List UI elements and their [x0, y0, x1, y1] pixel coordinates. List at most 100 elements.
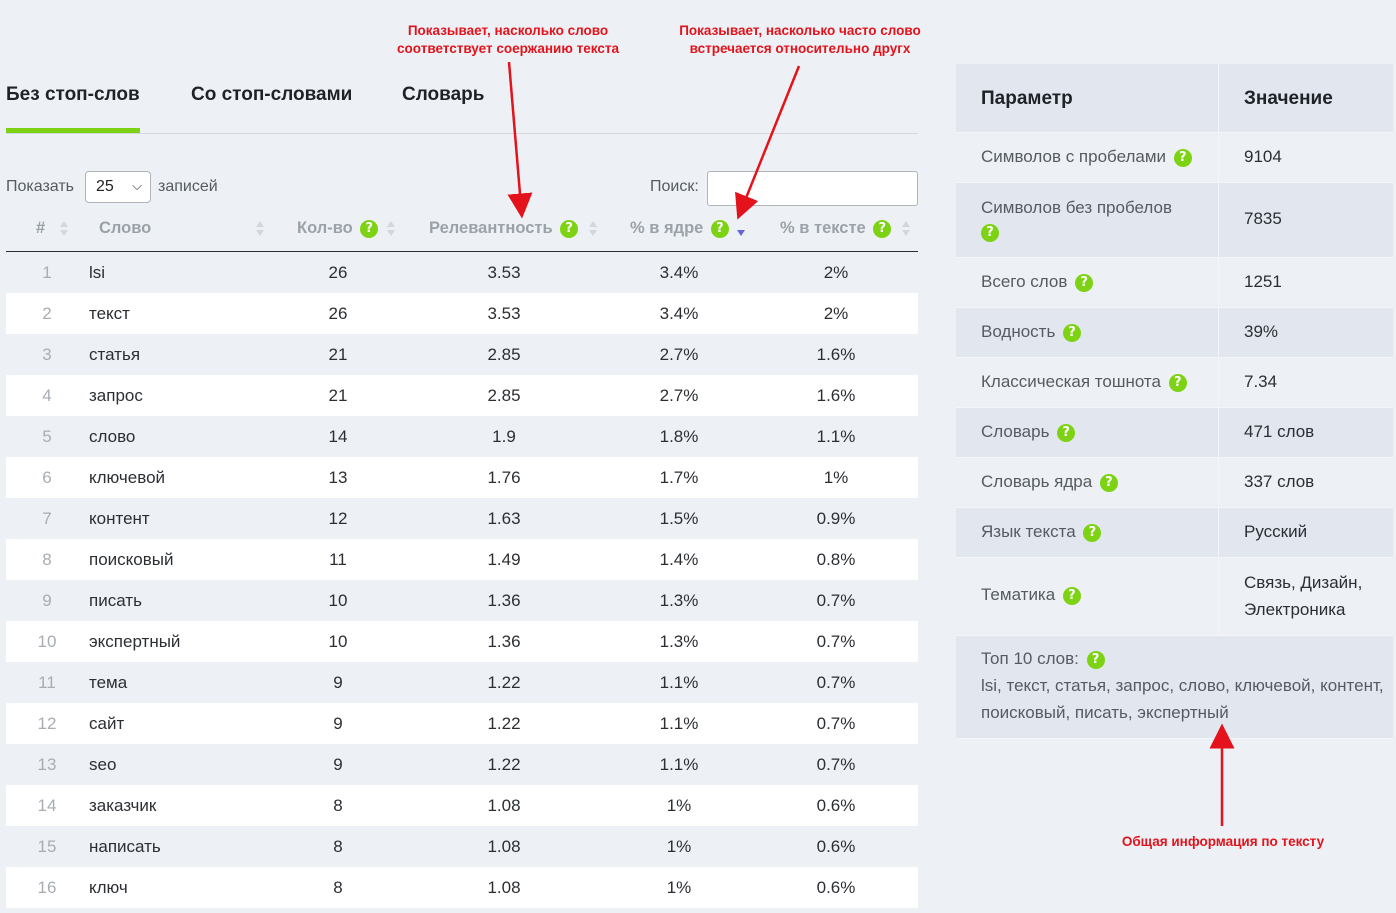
column-core-percent-label: % в ядре — [630, 219, 704, 237]
stat-label: Всего слов — [981, 272, 1068, 291]
cell-count: 11 — [329, 550, 347, 569]
help-icon[interactable]: ? — [1075, 274, 1094, 292]
cell-core: 1% — [666, 796, 692, 815]
table-row: 5 слово 14 1.9 1.8% 1.1% — [6, 416, 918, 457]
cell-text: 0.7% — [816, 591, 856, 610]
stat-row-top-words: Топ 10 слов: ? lsi, текст, статья, запро… — [956, 636, 1393, 739]
sort-arrows-icon[interactable] — [256, 221, 264, 237]
annotation-core: Показывает, насколько часто слово встреч… — [660, 22, 940, 58]
cell-n: 6 — [42, 468, 52, 487]
cell-word: текст — [89, 304, 130, 323]
cell-count: 10 — [328, 591, 348, 610]
help-icon[interactable]: ? — [1086, 651, 1105, 669]
tab-dictionary[interactable]: Словарь — [402, 84, 485, 105]
cell-word: статья — [89, 345, 141, 364]
stat-label: Классическая тошнота — [981, 372, 1161, 391]
help-icon[interactable]: ? — [1173, 149, 1192, 167]
help-icon[interactable]: ? — [1062, 587, 1081, 605]
stat-value: 337 слов — [1244, 472, 1315, 491]
stat-value: 471 слов — [1244, 422, 1315, 441]
cell-rel: 1.22 — [487, 714, 521, 733]
cell-word: запрос — [89, 386, 143, 405]
stat-label: Словарь — [981, 422, 1050, 441]
cell-n: 5 — [42, 427, 52, 446]
cell-core: 3.4% — [659, 304, 699, 323]
stat-label: Символов без пробелов — [981, 198, 1172, 217]
column-number-label: # — [36, 219, 46, 237]
help-icon[interactable]: ? — [1083, 524, 1102, 542]
sort-desc-icon[interactable] — [737, 221, 745, 237]
table-row: 10 экспертный 10 1.36 1.3% 0.7% — [6, 621, 918, 662]
help-icon[interactable]: ? — [560, 220, 579, 238]
annotation-info: Общая информация по тексту — [1121, 834, 1325, 849]
stat-row-chars-with-spaces: Символов с пробелами ? 9104 — [956, 133, 1393, 183]
cell-core: 2.7% — [659, 345, 699, 364]
cell-word: экспертный — [89, 632, 181, 651]
cell-core: 1.1% — [659, 755, 699, 774]
sort-arrows-icon[interactable] — [589, 221, 597, 237]
column-text-percent-label: % в тексте — [780, 219, 866, 237]
cell-text: 0.8% — [816, 550, 856, 569]
stat-label: Язык текста — [981, 522, 1076, 541]
column-number[interactable]: # — [36, 219, 45, 238]
page-size-select[interactable]: 25 ⌵ — [85, 171, 151, 203]
stat-value: Русский — [1244, 522, 1308, 541]
table-body: 1 lsi 26 3.53 3.4% 2% 2 текст 26 3.53 3.4% 2% 3 стать… — [6, 252, 918, 908]
cell-n: 2 — [42, 304, 52, 323]
help-icon[interactable]: ? — [981, 224, 999, 242]
cell-core: 3.4% — [659, 263, 699, 282]
help-icon[interactable]: ? — [1168, 374, 1187, 392]
cell-core: 1.3% — [659, 591, 699, 610]
cell-rel: 3.53 — [487, 263, 521, 282]
tab-without-stopwords[interactable]: Без стоп-слов — [6, 84, 140, 133]
cell-word: ключевой — [89, 468, 166, 487]
cell-core: 1.1% — [659, 673, 699, 692]
cell-rel: 1.76 — [487, 468, 521, 487]
show-label: Показать — [6, 178, 75, 195]
cell-text: 1.1% — [816, 427, 856, 446]
cell-word: тема — [89, 673, 128, 692]
cell-word: lsi — [89, 263, 106, 282]
cell-word: написать — [89, 837, 161, 856]
sort-arrows-icon[interactable] — [60, 221, 68, 237]
help-icon[interactable]: ? — [1057, 424, 1076, 442]
cell-text: 2% — [823, 263, 849, 282]
cell-word: заказчик — [89, 796, 157, 815]
column-relevance[interactable]: Релевантность ? — [429, 219, 579, 238]
cell-text: 0.6% — [816, 878, 856, 897]
cell-core: 1.7% — [659, 468, 699, 487]
column-core-percent[interactable]: % в ядре ? — [630, 219, 729, 238]
cell-count: 10 — [328, 632, 348, 651]
top-words-line2: поисковый, писать, экспертный — [981, 703, 1229, 722]
help-icon[interactable]: ? — [710, 220, 729, 238]
search-input[interactable] — [707, 171, 918, 206]
column-count[interactable]: Кол-во ? — [297, 219, 379, 238]
help-icon[interactable]: ? — [360, 220, 379, 238]
annotation-core-line1: Показывает, насколько часто слово — [679, 23, 921, 38]
cell-core: 1.1% — [659, 714, 699, 733]
help-icon[interactable]: ? — [1099, 474, 1118, 492]
cell-n: 1 — [42, 263, 52, 282]
sort-arrows-icon[interactable] — [902, 221, 910, 237]
cell-n: 14 — [37, 796, 57, 815]
cell-rel: 2.85 — [487, 386, 521, 405]
stat-row-dictionary: Словарь ? 471 слов — [956, 408, 1393, 458]
stat-row-topic: Тематика ? Связь, Дизайн, Электроника — [956, 558, 1393, 636]
stat-row-nausea: Классическая тошнота ? 7.34 — [956, 358, 1393, 408]
help-icon[interactable]: ? — [1063, 324, 1082, 342]
table-row: 12 сайт 9 1.22 1.1% 0.7% — [6, 703, 918, 744]
sort-arrows-icon[interactable] — [387, 221, 395, 237]
cell-count: 21 — [328, 386, 348, 405]
cell-count: 14 — [328, 427, 348, 446]
table-row: 16 ключ 8 1.08 1% 0.6% — [6, 867, 918, 908]
table-row: 7 контент 12 1.63 1.5% 0.9% — [6, 498, 918, 539]
help-icon[interactable]: ? — [873, 220, 892, 238]
column-text-percent[interactable]: % в тексте ? — [780, 219, 892, 238]
cell-n: 15 — [37, 837, 57, 856]
table-row: 4 запрос 21 2.85 2.7% 1.6% — [6, 375, 918, 416]
table-row: 2 текст 26 3.53 3.4% 2% — [6, 293, 918, 334]
stat-label: Тематика — [981, 585, 1056, 604]
tab-with-stopwords[interactable]: Со стоп-словами — [191, 84, 353, 105]
top-words-label: Топ 10 слов: — [981, 649, 1079, 668]
column-word[interactable]: Слово — [99, 219, 151, 238]
